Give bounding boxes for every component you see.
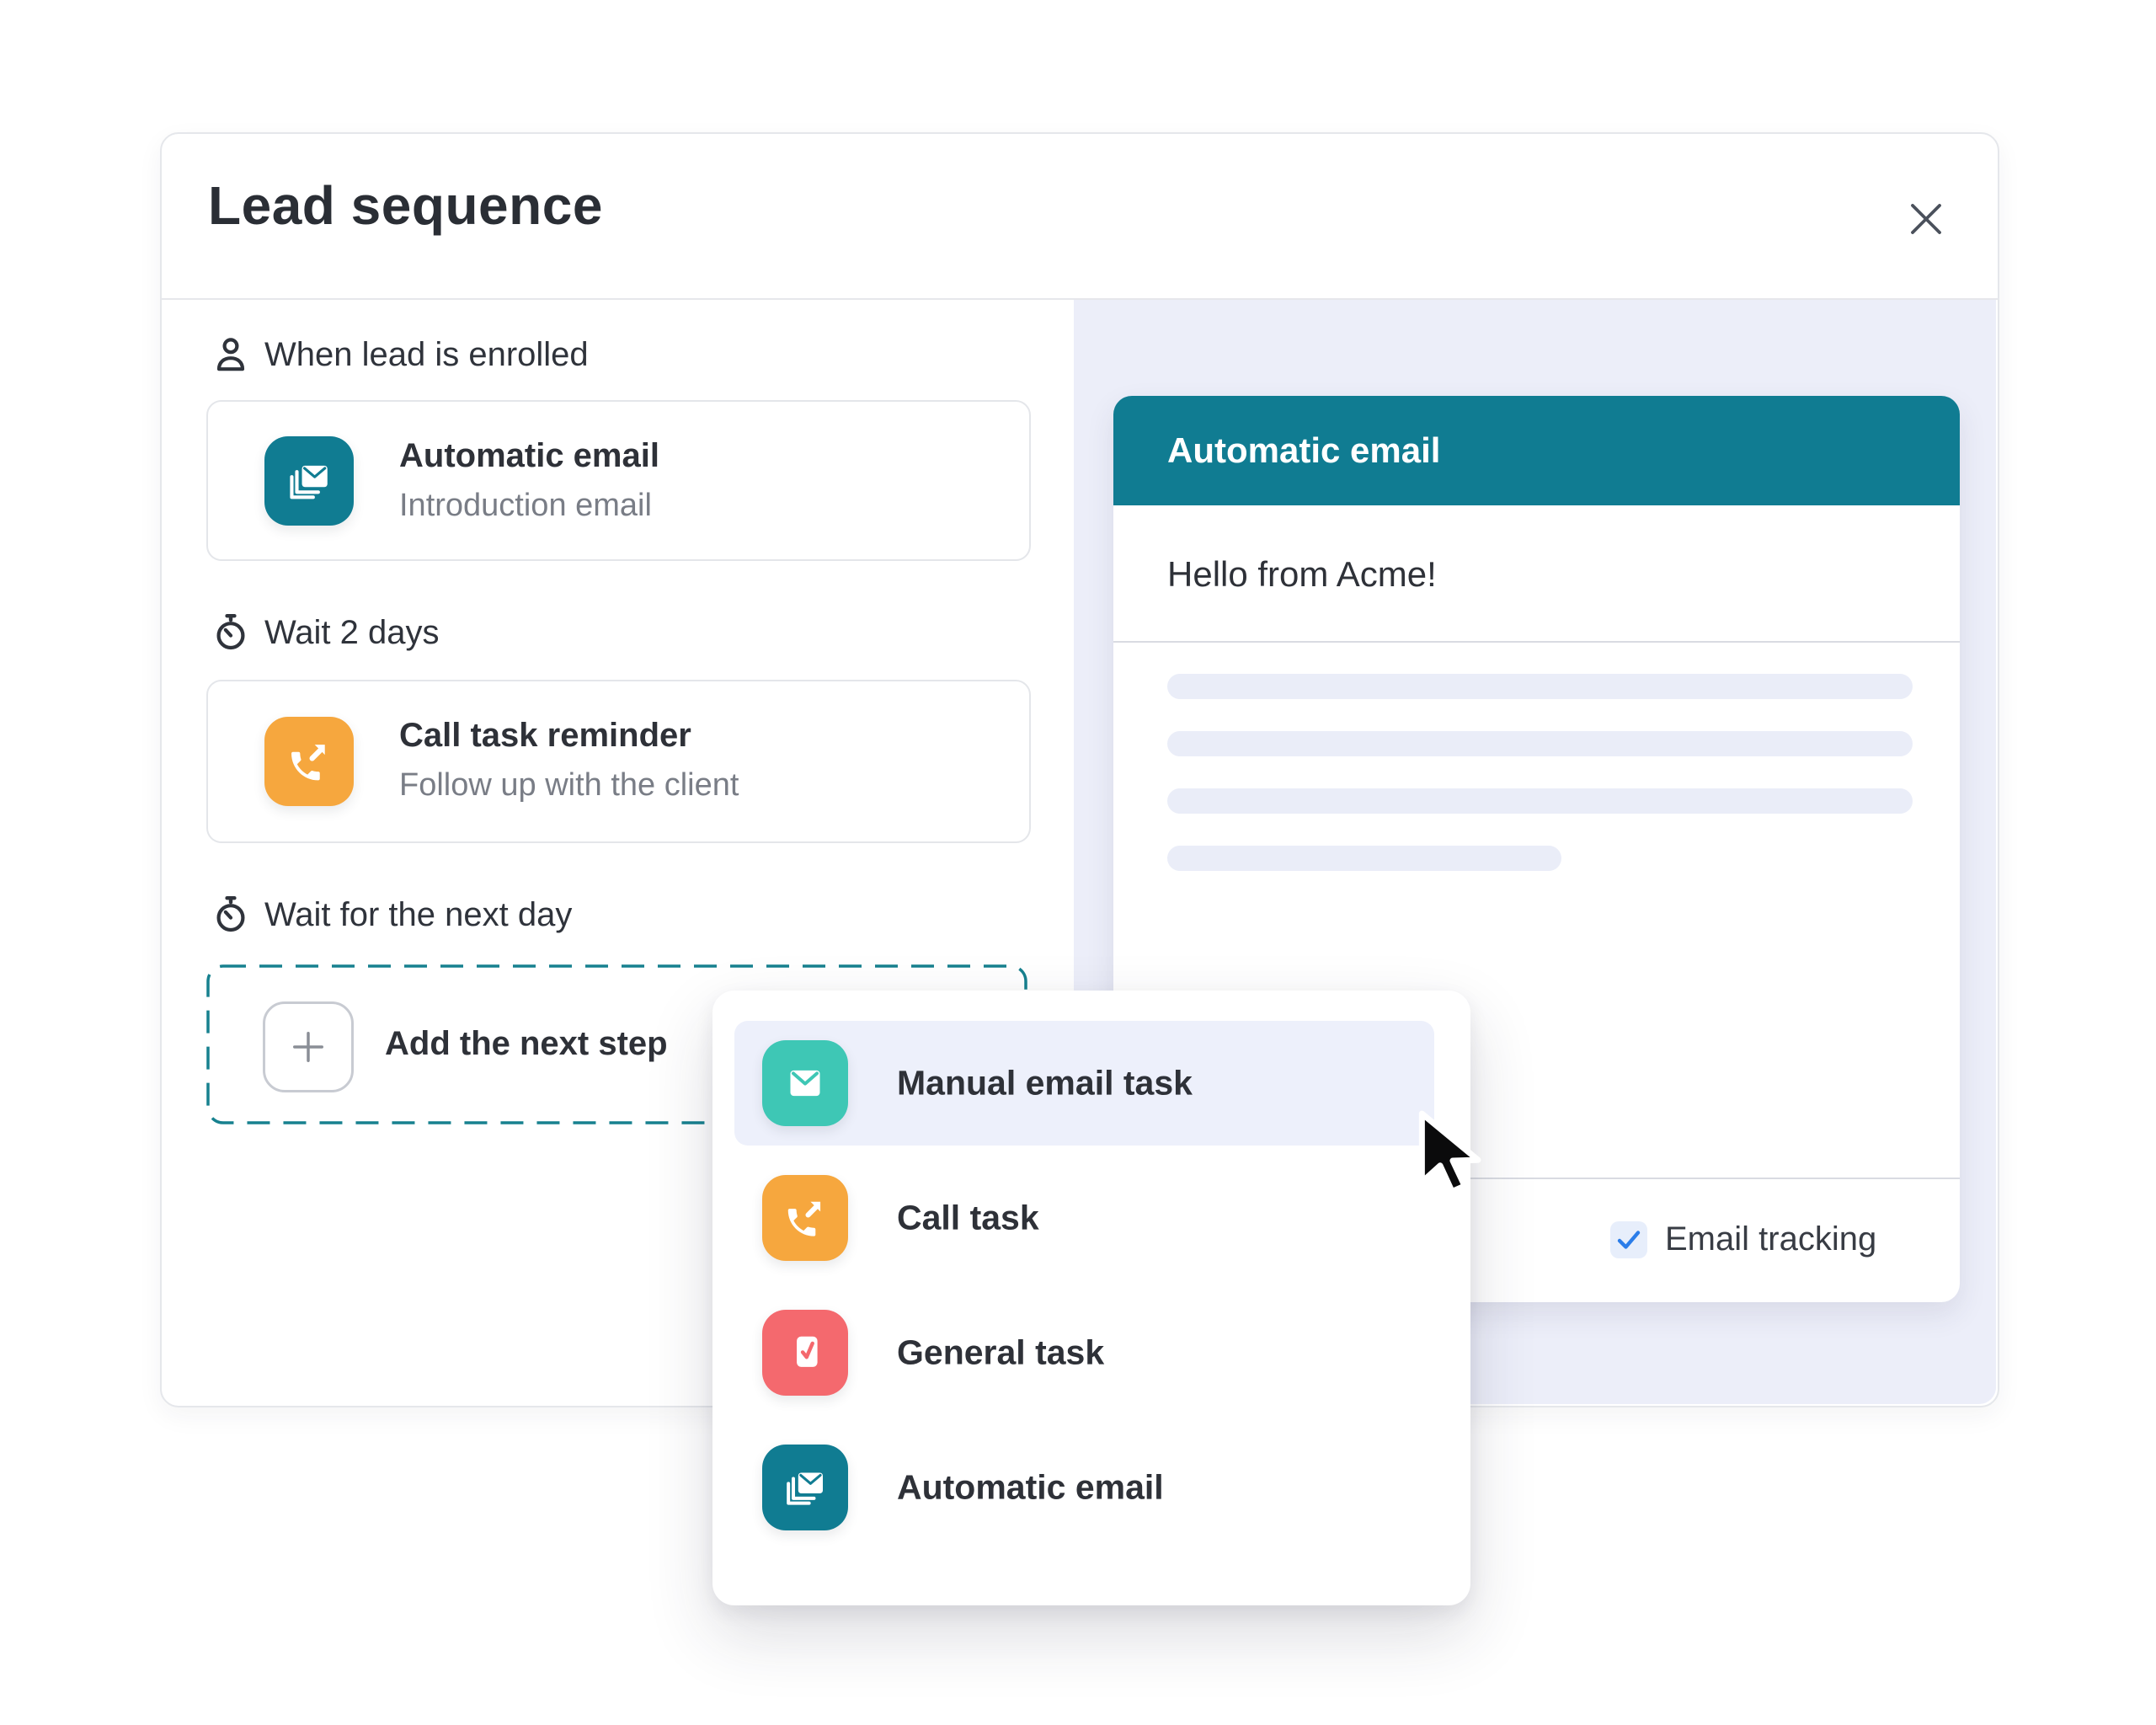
menu-item-general-task[interactable]: General task [734,1290,1434,1415]
email-subject-text: Hello from Acme! [1167,554,1437,594]
placeholder-line [1167,846,1561,871]
add-step-menu: Manual email task Call task General task [712,991,1470,1605]
header-divider [162,298,1998,300]
step-card-automatic-email[interactable]: Automatic email Introduction email [206,400,1031,561]
menu-item-automatic-email[interactable]: Automatic email [734,1425,1434,1550]
close-button[interactable] [1906,199,1946,239]
stacked-mail-icon [762,1445,848,1530]
enrolled-step-text: When lead is enrolled [264,335,589,373]
page-title: Lead sequence [208,175,603,236]
person-icon [216,338,245,371]
step-card-subtitle: Follow up with the client [399,767,739,803]
placeholder-line [1167,788,1913,814]
menu-item-call-task[interactable]: Call task [734,1156,1434,1280]
close-icon [1911,204,1941,234]
placeholder-line [1167,731,1913,756]
plus-icon [293,1032,323,1062]
step-card-title: Call task reminder [399,717,691,754]
divider [1113,641,1960,643]
email-preview-header-title: Automatic email [1167,430,1441,470]
task-check-icon [762,1310,848,1396]
stacked-mail-icon [264,435,354,526]
stopwatch-icon [216,895,245,932]
add-step-button[interactable] [263,1001,354,1092]
phone-outgoing-icon [762,1175,848,1261]
step-card-call-task[interactable]: Call task reminder Follow up with the cl… [206,680,1031,843]
step-card-title: Automatic email [399,437,659,474]
email-preview-header: Automatic email [1113,396,1960,505]
enrolled-step-label: When lead is enrolled [211,334,589,375]
step-card-subtitle: Introduction email [399,488,652,523]
menu-item-label: General task [897,1332,1105,1372]
menu-item-manual-email-task[interactable]: Manual email task [734,1021,1434,1146]
email-tracking-checkbox[interactable] [1610,1220,1647,1258]
wait-next-day-label: Wait for the next day [211,895,572,935]
envelope-icon [762,1040,848,1126]
email-tracking-label: Email tracking [1665,1220,1877,1258]
wait-2-days-text: Wait 2 days [264,613,440,651]
menu-item-label: Automatic email [897,1467,1164,1507]
menu-item-label: Call task [897,1198,1039,1237]
stopwatch-icon [216,613,245,650]
wait-2-days-label: Wait 2 days [211,612,439,653]
phone-outgoing-icon [264,717,354,806]
placeholder-line [1167,674,1913,699]
divider [1113,1178,1960,1179]
wait-next-day-text: Wait for the next day [264,895,573,933]
email-tracking-row: Email tracking [1610,1220,1876,1258]
add-step-label: Add the next step [385,1025,668,1062]
check-icon [1617,1230,1641,1249]
menu-item-label: Manual email task [897,1063,1193,1103]
